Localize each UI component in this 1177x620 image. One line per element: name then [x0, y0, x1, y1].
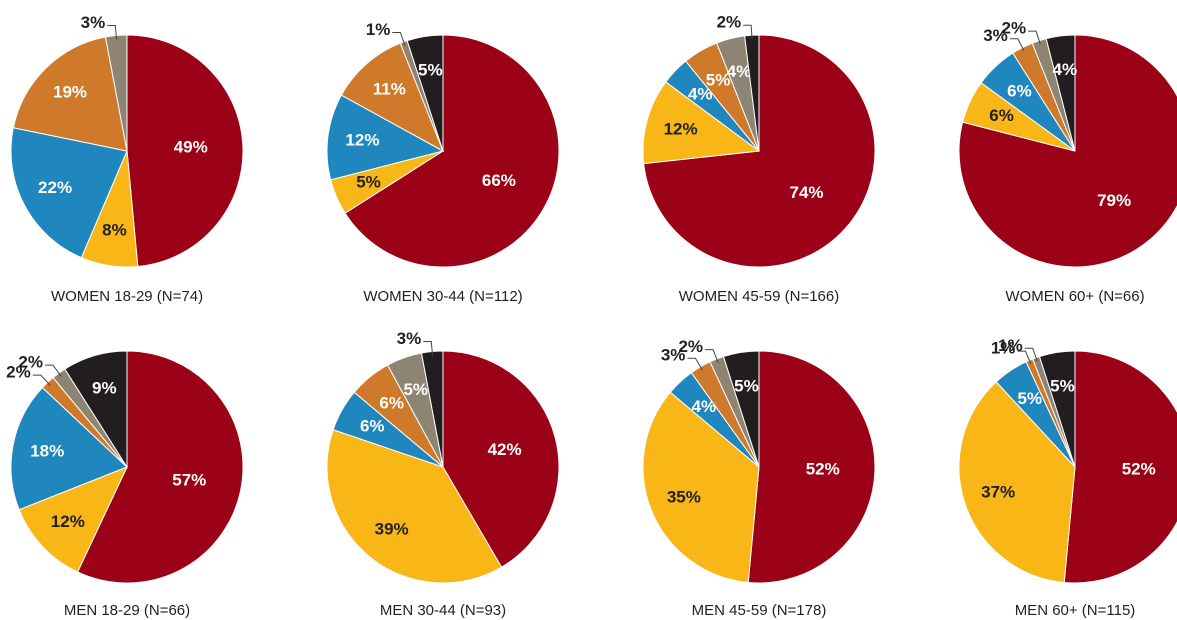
leader-line: [743, 24, 753, 40]
pie-slice: [1045, 34, 1076, 152]
pie-caption: MEN 30-44 (N=93): [380, 602, 506, 619]
slice-label: 6%: [360, 417, 385, 436]
slice-label: 52%: [806, 459, 840, 478]
slice-label: 12%: [51, 512, 85, 531]
slice-label: 6%: [1007, 81, 1032, 100]
pie-slice: [958, 381, 1076, 584]
pie-slice: [18, 466, 128, 573]
pie-caption: WOMEN 60+ (N=66): [1005, 288, 1144, 305]
pie-slice: [326, 429, 503, 584]
slice-label: 5%: [1050, 376, 1075, 395]
slice-label: 4%: [1053, 60, 1078, 79]
slice-label: 57%: [172, 470, 206, 489]
slice-label: 6%: [379, 394, 404, 413]
slice-label: 4%: [692, 397, 717, 416]
pie-slice: [326, 94, 445, 181]
pie-caption: MEN 60+ (N=115): [1015, 602, 1136, 619]
slice-label: 3%: [983, 26, 1008, 45]
pie-slice: [340, 42, 444, 153]
pie-slice: [722, 350, 760, 468]
slice-label: 18%: [30, 441, 64, 460]
pie-slice: [642, 81, 761, 165]
slice-label: 1%: [366, 20, 391, 39]
slice-label: 35%: [667, 487, 701, 506]
pie-slice: [442, 350, 560, 568]
pie: 74% 12% 4%5%4% 2%: [642, 13, 876, 268]
slice-label: 37%: [981, 483, 1015, 502]
pie-slice: [10, 386, 128, 511]
slice-label: 2%: [717, 13, 742, 32]
slice-label: 2%: [18, 353, 43, 372]
pie-slice: [958, 34, 1177, 268]
slice-label: 12%: [345, 130, 379, 149]
slice-label: 52%: [1122, 459, 1156, 478]
pie-slice: [76, 350, 244, 584]
slice-label: 19%: [53, 83, 87, 102]
slice-label: 6%: [989, 106, 1014, 125]
pie-slice: [12, 36, 128, 152]
slice-label: 3%: [397, 329, 422, 348]
slice-label: 1%: [991, 339, 1016, 358]
pie-slice: [10, 127, 128, 259]
slice-label: 3%: [81, 13, 106, 32]
leader-line: [1009, 38, 1025, 52]
pie-caption: WOMEN 18-29 (N=74): [51, 288, 203, 305]
leader-line: [392, 31, 406, 46]
pie-caption: WOMEN 30-44 (N=112): [363, 288, 522, 305]
slice-label: 4%: [688, 84, 713, 103]
slice-label: 1%: [998, 336, 1023, 355]
pie-slice: [126, 34, 244, 268]
slice-label: 5%: [356, 173, 381, 192]
leader-line: [1017, 350, 1032, 365]
pie-caption: MEN 45-59 (N=178): [692, 602, 827, 619]
pie-slice: [64, 350, 128, 469]
pie: 52% 35% 4% 3%2% 5%: [642, 337, 876, 584]
slice-label: 3%: [661, 346, 686, 365]
slice-label: 5%: [706, 70, 731, 89]
pie: 66% 5% 12% 11% 1% 5%: [326, 20, 560, 268]
pie: 79% 6% 6% 3%2% 4%: [958, 19, 1177, 268]
pie-caption: MEN 18-29 (N=66): [64, 602, 190, 619]
leader-line: [687, 357, 703, 371]
slice-label: 9%: [92, 379, 117, 398]
leader-line: [107, 25, 118, 40]
pie-slice: [1038, 350, 1076, 468]
slice-label: 2%: [1001, 19, 1026, 38]
pie-slice: [747, 350, 876, 584]
leader-line: [44, 364, 62, 377]
slice-label: 66%: [482, 171, 516, 190]
leader-line: [32, 374, 51, 386]
pie-slice: [1063, 350, 1177, 584]
slice-label: 2%: [678, 337, 703, 356]
slice-label: 42%: [488, 440, 522, 459]
slice-label: 79%: [1097, 191, 1131, 210]
slice-label: 49%: [174, 138, 208, 157]
slice-label: 39%: [375, 519, 409, 538]
leader-line: [705, 349, 719, 363]
pie-slice: [642, 391, 760, 584]
slice-label: 4%: [727, 62, 752, 81]
leader-line: [423, 341, 434, 356]
slice-label: 8%: [102, 221, 127, 240]
slice-label: 5%: [1017, 389, 1042, 408]
leader-line: [1024, 347, 1038, 362]
slice-label: 5%: [403, 380, 428, 399]
pie: 49% 8% 22% 19% 3%: [10, 13, 244, 268]
slice-label: 22%: [38, 178, 72, 197]
leader-line: [1028, 30, 1041, 45]
slice-label: 2%: [6, 363, 31, 382]
pie-slice: [406, 34, 444, 152]
slice-label: 74%: [789, 183, 823, 202]
pie: 42%39%6%6%5%3%: [326, 329, 560, 584]
pie: 57% 12% 18% 2%2% 9%: [6, 350, 244, 584]
pie-caption: WOMEN 45-59 (N=166): [679, 288, 839, 305]
pie-slice: [344, 34, 560, 268]
slice-label: 11%: [373, 80, 406, 99]
pie: 52% 37% 5% 1%1% 5%: [958, 336, 1177, 584]
slice-label: 5%: [418, 60, 443, 79]
slice-label: 12%: [664, 119, 698, 138]
slice-label: 5%: [734, 376, 759, 395]
